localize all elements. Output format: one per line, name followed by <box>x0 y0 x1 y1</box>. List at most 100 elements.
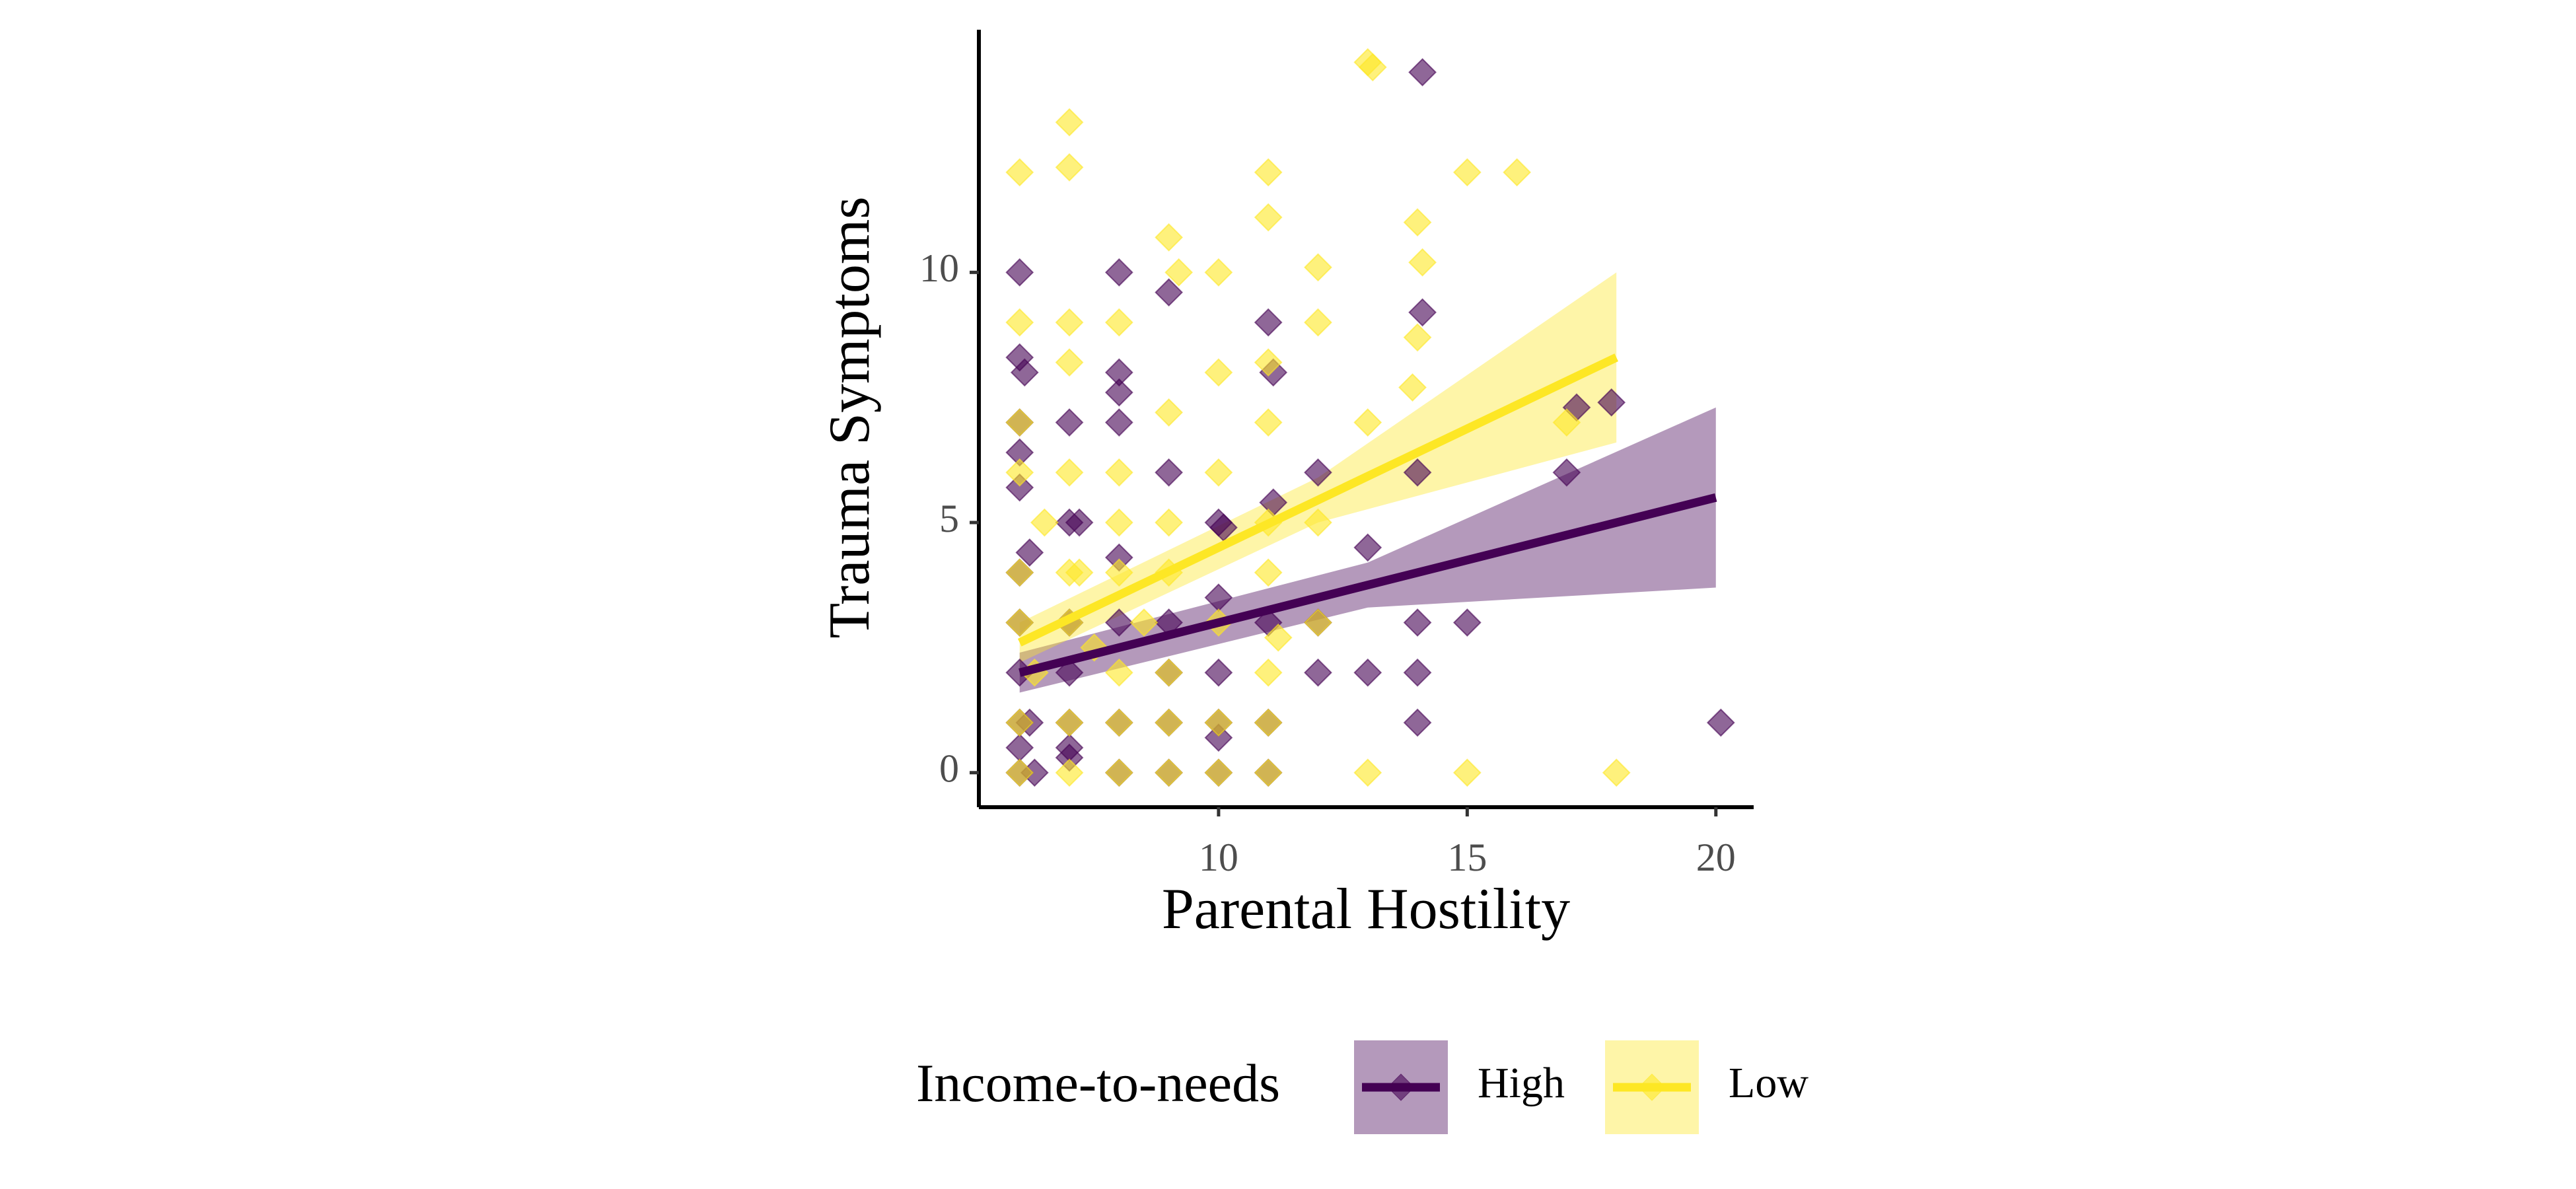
point <box>1104 608 1133 637</box>
y-axis-title: Trauma Symptoms <box>818 196 882 638</box>
point <box>1403 708 1432 737</box>
point <box>1104 308 1133 337</box>
point <box>1403 458 1432 487</box>
point <box>1155 508 1184 537</box>
point <box>1055 348 1084 377</box>
point <box>1304 458 1332 487</box>
point <box>1403 208 1432 237</box>
point <box>1005 473 1034 502</box>
fit-lines <box>1017 353 1717 677</box>
point <box>1005 158 1034 187</box>
y-tick-label: 5 <box>939 497 959 540</box>
point <box>1155 398 1184 427</box>
point <box>1005 458 1034 487</box>
fit-line <box>1019 493 1717 677</box>
point <box>1104 378 1133 407</box>
point <box>1254 408 1283 437</box>
point <box>1602 758 1631 787</box>
point <box>1055 708 1084 737</box>
confidence-band <box>1019 407 1716 693</box>
point <box>1055 108 1084 137</box>
point <box>1254 558 1283 587</box>
point <box>1080 633 1109 662</box>
point <box>1055 758 1084 787</box>
legend-title: Income-to-needs <box>916 1053 1280 1113</box>
point <box>1104 558 1133 587</box>
point <box>1452 158 1482 187</box>
point <box>1264 623 1293 652</box>
point <box>1104 258 1133 287</box>
point <box>1155 658 1184 687</box>
point <box>1304 253 1332 282</box>
point <box>1706 708 1735 737</box>
point <box>1055 308 1084 337</box>
point <box>1403 323 1432 352</box>
point <box>1304 508 1332 537</box>
point <box>1065 508 1094 537</box>
point <box>1005 608 1034 637</box>
point <box>1503 158 1532 187</box>
point <box>1129 608 1159 637</box>
point <box>1254 708 1283 737</box>
point <box>1254 158 1283 187</box>
point <box>1005 733 1034 762</box>
point <box>1204 723 1233 752</box>
point <box>1353 533 1382 562</box>
legend-label: Low <box>1729 1059 1808 1107</box>
point <box>1155 278 1184 307</box>
point <box>1254 758 1283 787</box>
point <box>1597 388 1626 417</box>
point <box>1055 458 1084 487</box>
point <box>1254 308 1283 337</box>
point <box>1005 758 1034 787</box>
point <box>1005 258 1034 287</box>
point <box>1304 308 1332 337</box>
point <box>1254 348 1283 377</box>
point <box>1353 758 1382 787</box>
point <box>1204 708 1233 737</box>
point <box>1065 558 1094 587</box>
point <box>1204 758 1233 787</box>
point <box>1552 408 1581 437</box>
point <box>1452 758 1482 787</box>
point <box>1552 458 1581 487</box>
point <box>1204 658 1233 687</box>
point <box>1254 203 1283 232</box>
points <box>1005 48 1735 787</box>
point <box>1353 408 1382 437</box>
point <box>1304 608 1332 637</box>
point <box>1005 308 1034 337</box>
point <box>1452 608 1482 637</box>
point <box>1005 708 1034 737</box>
point <box>1398 373 1427 402</box>
point <box>1358 53 1387 82</box>
point <box>1055 153 1084 182</box>
y-tick-label: 0 <box>939 747 959 791</box>
point <box>1104 658 1133 687</box>
point <box>1204 258 1233 287</box>
point <box>1104 508 1133 537</box>
point <box>1010 358 1039 387</box>
point <box>1204 358 1233 387</box>
point <box>1408 57 1437 87</box>
point <box>1254 658 1283 687</box>
x-tick-label: 20 <box>1696 836 1736 879</box>
point <box>1005 408 1034 437</box>
point <box>1155 458 1184 487</box>
x-tick-label: 10 <box>1199 836 1238 879</box>
point <box>1164 258 1194 287</box>
point <box>1055 408 1084 437</box>
point <box>1104 458 1133 487</box>
point <box>1408 298 1437 327</box>
point <box>1155 223 1184 252</box>
point <box>1104 758 1133 787</box>
point <box>1155 708 1184 737</box>
point <box>1155 758 1184 787</box>
legend-label: High <box>1478 1059 1565 1107</box>
point <box>1015 538 1044 567</box>
point <box>1403 658 1432 687</box>
point <box>1403 608 1432 637</box>
legend-marker <box>1638 1073 1666 1101</box>
x-tick-label: 15 <box>1447 836 1487 879</box>
